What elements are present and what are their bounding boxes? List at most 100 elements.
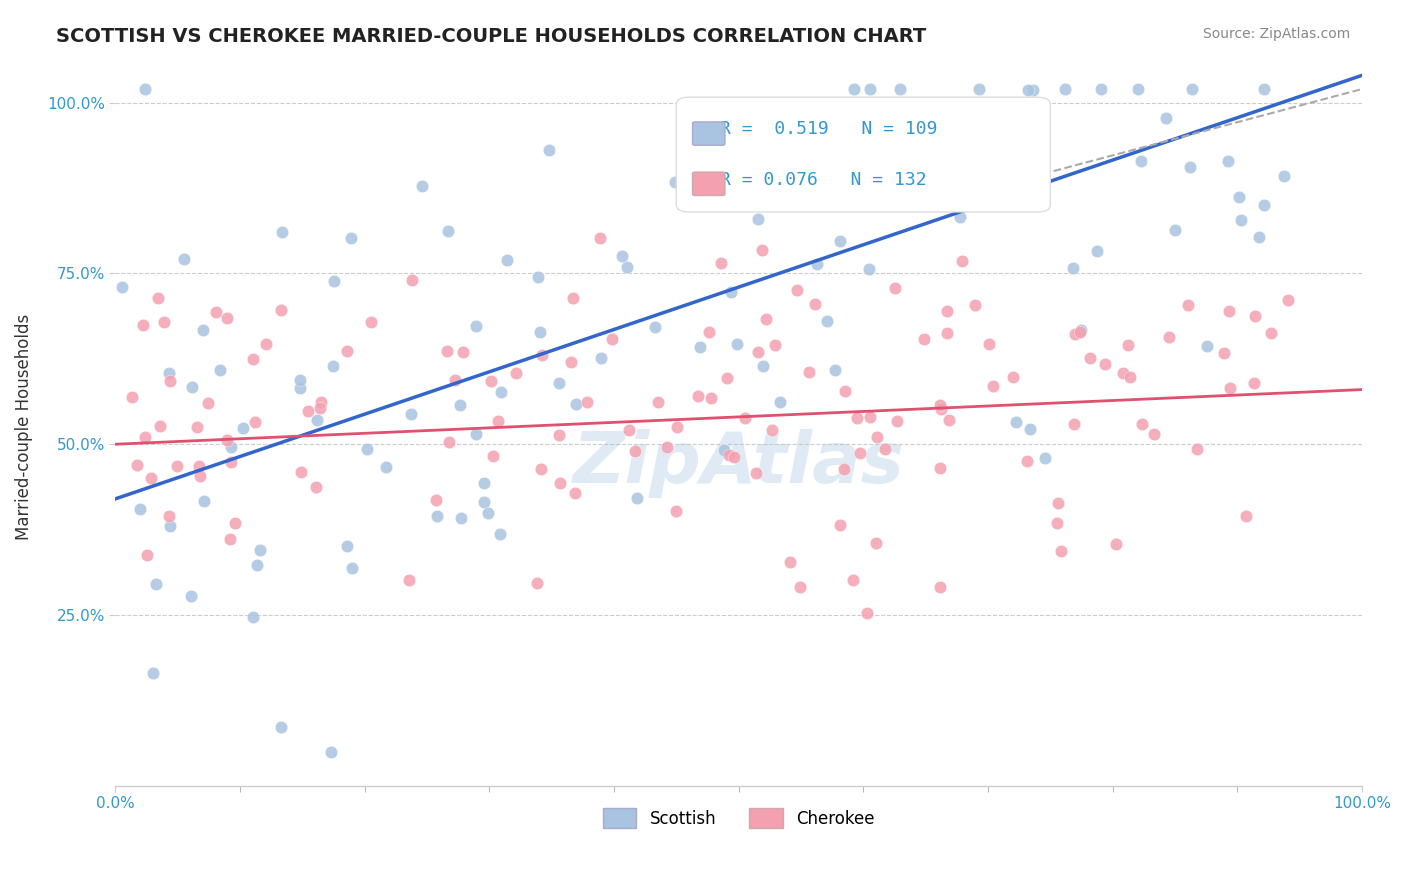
Point	[1046, 516, 1069, 531]
Point	[981, 379, 1004, 393]
Point	[145, 577, 167, 591]
Point	[845, 410, 868, 425]
Point	[399, 408, 422, 422]
Point	[998, 109, 1021, 123]
Point	[527, 270, 550, 285]
Point	[859, 409, 882, 424]
Point	[134, 430, 156, 444]
Point	[125, 458, 148, 473]
Point	[548, 427, 571, 442]
Point	[270, 303, 292, 318]
Point	[626, 491, 648, 505]
Point	[928, 399, 950, 413]
Point	[806, 257, 828, 271]
Point	[336, 343, 359, 358]
Point	[1218, 304, 1240, 318]
Point	[665, 503, 688, 517]
Point	[779, 555, 801, 569]
Point	[718, 448, 741, 462]
Point	[665, 420, 688, 434]
Point	[1130, 154, 1153, 169]
FancyBboxPatch shape	[693, 172, 725, 195]
Point	[664, 175, 686, 189]
Point	[157, 366, 180, 380]
Point	[889, 82, 911, 96]
Point	[647, 394, 669, 409]
Point	[842, 573, 865, 587]
Point	[561, 292, 583, 306]
Point	[938, 413, 960, 427]
Point	[340, 560, 363, 574]
Point	[128, 502, 150, 516]
Point	[242, 352, 264, 367]
Point	[967, 82, 990, 96]
Point	[472, 476, 495, 491]
Point	[319, 745, 342, 759]
Point	[205, 304, 228, 318]
Point	[789, 580, 811, 594]
Point	[710, 256, 733, 270]
Point	[135, 548, 157, 562]
Point	[436, 343, 458, 358]
Point	[564, 397, 586, 411]
Point	[747, 211, 769, 226]
Point	[1118, 370, 1140, 384]
Point	[219, 440, 242, 454]
Point	[950, 253, 973, 268]
Point	[1017, 83, 1039, 97]
Point	[242, 610, 264, 624]
Point	[797, 365, 820, 379]
Point	[148, 418, 170, 433]
Point	[713, 443, 735, 458]
Point	[323, 274, 346, 288]
Point	[425, 492, 447, 507]
Point	[1062, 260, 1084, 275]
Point	[564, 485, 586, 500]
Point	[219, 455, 242, 469]
Point	[655, 440, 678, 454]
Point	[849, 446, 872, 460]
Point	[305, 480, 328, 494]
Point	[197, 396, 219, 410]
Point	[697, 326, 720, 340]
Point	[1130, 417, 1153, 431]
Point	[751, 243, 773, 257]
Point	[834, 384, 856, 398]
Point	[271, 225, 294, 239]
Point	[689, 340, 711, 354]
Point	[969, 113, 991, 128]
Point	[865, 536, 887, 550]
Point	[309, 401, 332, 415]
Point	[217, 310, 239, 325]
Point	[1234, 508, 1257, 523]
Point	[1253, 82, 1275, 96]
Point	[723, 450, 745, 465]
Point	[482, 450, 505, 464]
Point	[254, 336, 277, 351]
Point	[360, 315, 382, 329]
Point	[450, 510, 472, 524]
Point	[1049, 544, 1071, 558]
Point	[1005, 415, 1028, 429]
Point	[209, 363, 232, 377]
Point	[146, 291, 169, 305]
Point	[1112, 366, 1135, 380]
Point	[912, 332, 935, 346]
Point	[141, 471, 163, 485]
Point	[755, 312, 778, 326]
Point	[249, 543, 271, 558]
Point	[866, 430, 889, 444]
Point	[336, 539, 359, 553]
Point	[245, 415, 267, 429]
Point	[786, 283, 808, 297]
Point	[1085, 244, 1108, 259]
Point	[859, 82, 882, 96]
Point	[591, 351, 613, 366]
Point	[1063, 327, 1085, 342]
Point	[505, 366, 527, 380]
Point	[1277, 293, 1299, 308]
Point	[1244, 310, 1267, 324]
Point	[725, 336, 748, 351]
Text: R =  0.519   N = 109: R = 0.519 N = 109	[720, 120, 938, 138]
Point	[290, 465, 312, 479]
